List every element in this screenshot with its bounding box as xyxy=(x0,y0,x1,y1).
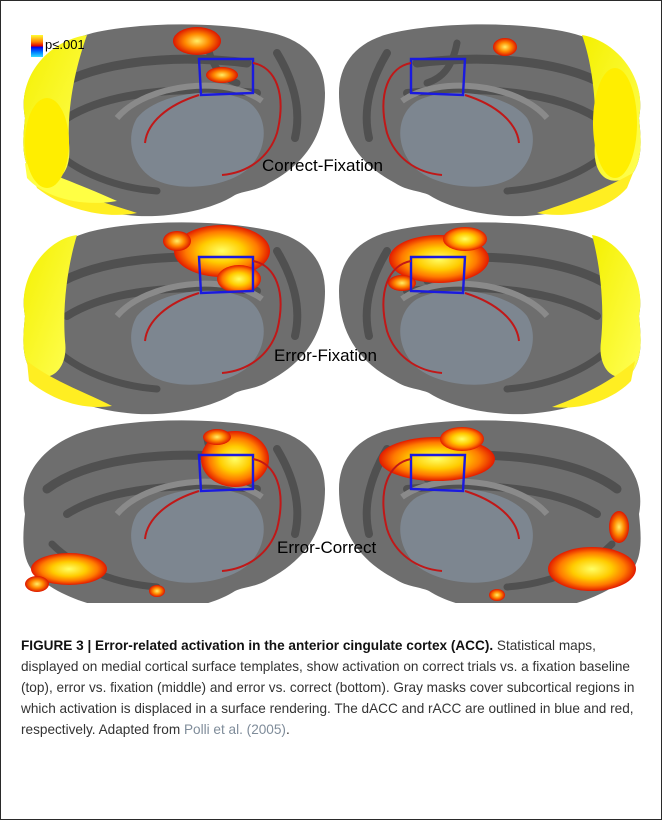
right-hemisphere-3 xyxy=(339,420,641,603)
caption-end: . xyxy=(285,722,290,737)
panel-label-correct-fixation: Correct-Fixation xyxy=(262,156,383,175)
panel-label-error-fixation: Error-Fixation xyxy=(274,346,377,365)
citation-link[interactable]: Polli et al. (2005) xyxy=(183,722,286,737)
panel-error-fixation xyxy=(23,222,640,414)
color-scale-bar xyxy=(31,35,43,57)
caption-body: Statistical maps, displayed on medial co… xyxy=(21,638,635,737)
left-hemisphere-1 xyxy=(23,24,325,216)
left-hemisphere-2 xyxy=(23,222,325,414)
right-hemisphere-2 xyxy=(339,222,641,414)
panel-error-correct xyxy=(23,420,640,603)
panel-correct-fixation xyxy=(23,24,640,216)
left-hemisphere-3 xyxy=(23,420,325,603)
legend-label: p≤.001 xyxy=(45,37,85,52)
caption-title: FIGURE 3 | Error-related activation in t… xyxy=(21,638,494,653)
figure-caption: FIGURE 3 | Error-related activation in t… xyxy=(21,635,645,740)
right-hemisphere-1 xyxy=(339,24,641,216)
panel-label-error-correct: Error-Correct xyxy=(277,538,377,557)
brain-figure xyxy=(7,23,657,603)
